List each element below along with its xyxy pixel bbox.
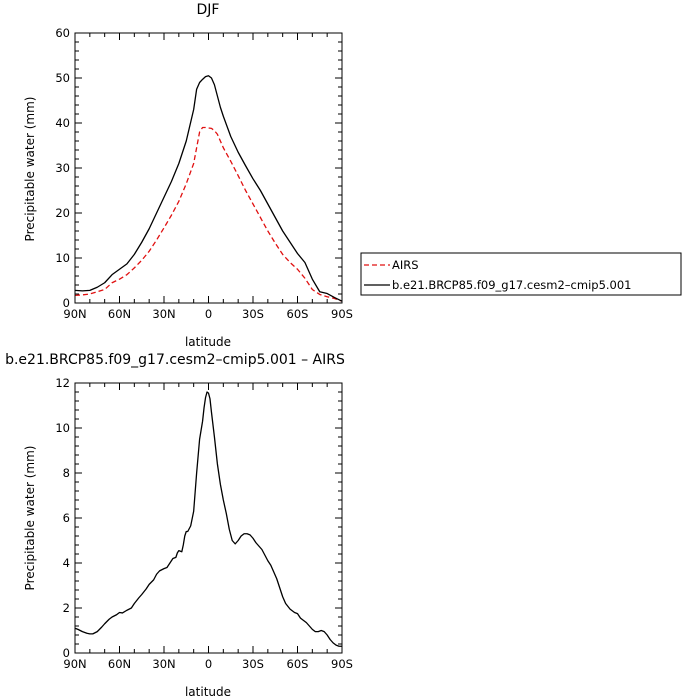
chart-1-series-group bbox=[74, 75, 343, 302]
chart-2-title: b.e21.BRCP85.f09_g17.cesm2–cmip5.001 – A… bbox=[5, 352, 345, 368]
chart-2-series-line-0 bbox=[74, 391, 342, 647]
y-tick-label: 50 bbox=[55, 71, 70, 85]
chart-1-legend: AIRS b.e21.BRCP85.f09_g17.cesm2–cmip5.00… bbox=[360, 252, 682, 296]
x-tick-label: 30N bbox=[152, 307, 175, 321]
chart-2-ticks: 90N 60N 30N 0 30S 60S 90S 0 2 4 6 8 10 12 bbox=[55, 376, 353, 671]
legend-label-airs: AIRS bbox=[392, 258, 419, 272]
y-tick-label: 10 bbox=[55, 421, 70, 435]
x-tick-label: 90N bbox=[63, 307, 86, 321]
chart-1-xlabel: latitude bbox=[185, 335, 231, 349]
x-tick-label: 0 bbox=[205, 657, 212, 671]
chart-1-plot-frame bbox=[74, 32, 343, 304]
y-tick-label: 20 bbox=[55, 206, 70, 220]
chart-2-plot-frame bbox=[74, 382, 343, 654]
x-tick-label: 60N bbox=[108, 657, 131, 671]
x-tick-label: 0 bbox=[205, 307, 212, 321]
x-tick-label: 60S bbox=[287, 307, 309, 321]
x-tick-label: 60N bbox=[108, 307, 131, 321]
chart-1-series-line-0 bbox=[74, 126, 343, 302]
y-tick-label: 30 bbox=[55, 161, 70, 175]
y-tick-label: 10 bbox=[55, 251, 70, 265]
x-tick-label: 60S bbox=[287, 657, 309, 671]
y-tick-label: 12 bbox=[55, 376, 70, 390]
chart-1-series-line-1 bbox=[74, 75, 343, 302]
x-tick-label: 30S bbox=[242, 657, 264, 671]
chart-2-series-group bbox=[74, 391, 342, 647]
x-tick-label: 90S bbox=[331, 657, 353, 671]
y-tick-label: 0 bbox=[63, 646, 70, 660]
x-tick-label: 90N bbox=[63, 657, 86, 671]
chart-2: b.e21.BRCP85.f09_g17.cesm2–cmip5.001 – A… bbox=[5, 352, 353, 699]
chart-2-xlabel: latitude bbox=[185, 685, 231, 699]
x-tick-label: 30N bbox=[152, 657, 175, 671]
y-tick-label: 6 bbox=[63, 511, 70, 525]
chart-1-ylabel: Precipitable water (mm) bbox=[23, 97, 37, 242]
y-tick-label: 4 bbox=[63, 556, 70, 570]
legend-box bbox=[360, 252, 682, 296]
y-tick-label: 8 bbox=[63, 466, 70, 480]
y-tick-label: 60 bbox=[55, 26, 70, 40]
chart-1: DJF Precipitable water (mm) latitude 90N… bbox=[23, 2, 682, 349]
y-tick-label: 2 bbox=[63, 601, 70, 615]
x-tick-label: 90S bbox=[331, 307, 353, 321]
y-tick-label: 0 bbox=[63, 296, 70, 310]
y-tick-label: 40 bbox=[55, 116, 70, 130]
chart-2-ylabel: Precipitable water (mm) bbox=[23, 446, 37, 591]
chart-1-title: DJF bbox=[197, 2, 220, 18]
x-tick-label: 30S bbox=[242, 307, 264, 321]
legend-label-model: b.e21.BRCP85.f09_g17.cesm2–cmip5.001 bbox=[392, 278, 632, 292]
chart-1-ticks: 90N 60N 30N 0 30S 60S 90S 0 10 20 30 40 50 60 bbox=[55, 26, 353, 321]
